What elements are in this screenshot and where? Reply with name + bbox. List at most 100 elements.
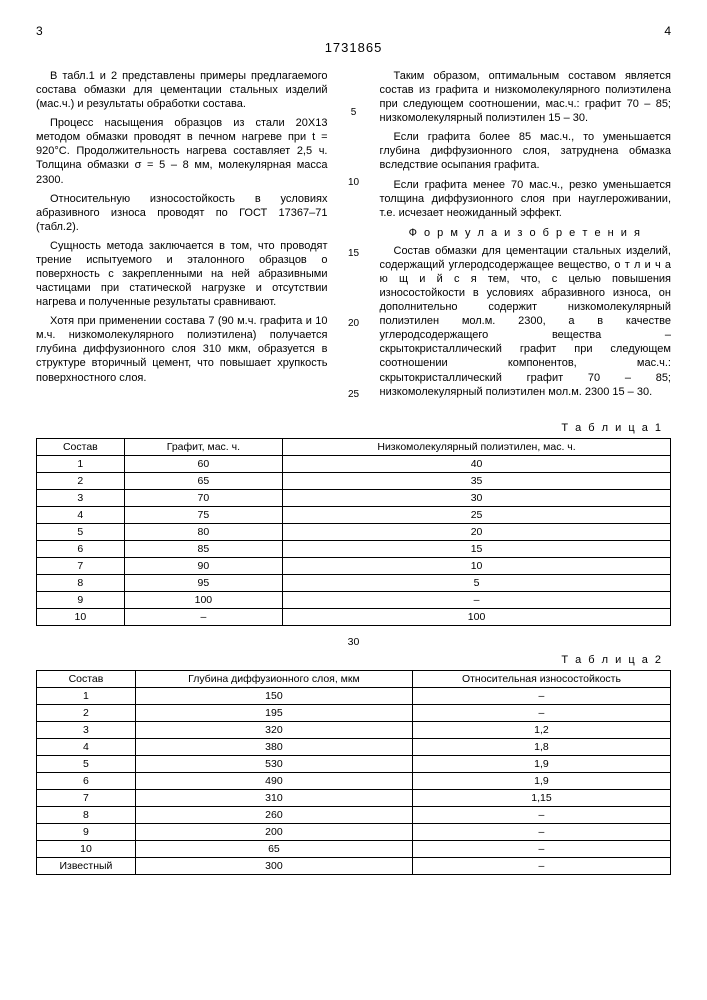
table2: Состав Глубина диффузионного слоя, мкм О… <box>36 670 671 875</box>
table1-header: Состав <box>37 438 125 455</box>
table-cell: 10 <box>37 608 125 625</box>
para: Если графита более 85 мас.ч., то уменьша… <box>380 130 672 172</box>
table-row: 43801,8 <box>37 738 671 755</box>
table-cell: 2 <box>37 704 136 721</box>
formula-title: Ф о р м у л а и з о б р е т е н и я <box>380 226 672 240</box>
table2-header: Относительная износостойкость <box>412 670 670 687</box>
table-cell: – <box>412 687 670 704</box>
table-cell: 20 <box>283 523 671 540</box>
para: Сущность метода заключается в том, что п… <box>36 239 328 309</box>
table1-header: Графит, мас. ч. <box>124 438 282 455</box>
table-cell: 6 <box>37 772 136 789</box>
table-cell: 70 <box>124 489 282 506</box>
table-cell: 1,15 <box>412 789 670 806</box>
line-markers: 5 10 15 20 25 <box>346 69 362 404</box>
table-cell: 40 <box>283 455 671 472</box>
table-cell: 5 <box>283 574 671 591</box>
page-numbers: 3 4 <box>36 24 671 38</box>
table-row: 37030 <box>37 489 671 506</box>
table1: Состав Графит, мас. ч. Низкомолекулярный… <box>36 438 671 626</box>
table-cell: 150 <box>135 687 412 704</box>
table-cell: 8 <box>37 806 136 823</box>
table-row: 16040 <box>37 455 671 472</box>
table-row: 8955 <box>37 574 671 591</box>
line-marker: 5 <box>346 107 362 118</box>
page-right: 4 <box>664 24 671 38</box>
table-cell: 10 <box>283 557 671 574</box>
table-cell: 60 <box>124 455 282 472</box>
table-cell: 3 <box>37 489 125 506</box>
para: Процесс насыщения образцов из стали 20Х1… <box>36 116 328 186</box>
table2-header: Глубина диффузионного слоя, мкм <box>135 670 412 687</box>
text-columns: В табл.1 и 2 представлены примеры предла… <box>36 69 671 404</box>
para: Хотя при применении состава 7 (90 м.ч. г… <box>36 314 328 384</box>
table-cell: 100 <box>124 591 282 608</box>
table-cell: 4 <box>37 506 125 523</box>
right-column: Таким образом, оптимальным составом явля… <box>380 69 672 404</box>
table-cell: 1 <box>37 455 125 472</box>
table-row: 33201,2 <box>37 721 671 738</box>
table2-label: Т а б л и ц а 2 <box>36 654 663 666</box>
table-cell: 260 <box>135 806 412 823</box>
table-cell: 530 <box>135 755 412 772</box>
table-cell: 490 <box>135 772 412 789</box>
table-cell: 195 <box>135 704 412 721</box>
table-cell: – <box>412 823 670 840</box>
table-cell: 7 <box>37 557 125 574</box>
table-row: Известный300– <box>37 857 671 874</box>
table-cell: 310 <box>135 789 412 806</box>
table-row: 55301,9 <box>37 755 671 772</box>
table-cell: 75 <box>124 506 282 523</box>
table-cell: 7 <box>37 789 136 806</box>
table-cell: 65 <box>135 840 412 857</box>
table-row: 1065– <box>37 840 671 857</box>
table-cell: 8 <box>37 574 125 591</box>
table-cell: Известный <box>37 857 136 874</box>
table-cell: 5 <box>37 755 136 772</box>
table-cell: – <box>412 704 670 721</box>
para: Таким образом, оптимальным составом явля… <box>380 69 672 125</box>
line-marker: 20 <box>346 318 362 329</box>
table-row: 68515 <box>37 540 671 557</box>
table-cell: 100 <box>283 608 671 625</box>
table-cell: 15 <box>283 540 671 557</box>
para: Если графита менее 70 мас.ч., резко умен… <box>380 178 672 220</box>
table-cell: 1,9 <box>412 772 670 789</box>
table-cell: 90 <box>124 557 282 574</box>
table-cell: 85 <box>124 540 282 557</box>
table-cell: 1,9 <box>412 755 670 772</box>
table-row: 79010 <box>37 557 671 574</box>
table-cell: 380 <box>135 738 412 755</box>
line-marker: 25 <box>346 389 362 400</box>
table2-header: Состав <box>37 670 136 687</box>
table-cell: 200 <box>135 823 412 840</box>
table-cell: – <box>124 608 282 625</box>
table-row: 2195– <box>37 704 671 721</box>
line-marker: 15 <box>346 248 362 259</box>
table-cell: 65 <box>124 472 282 489</box>
para: Относительную износостойкость в условиях… <box>36 192 328 234</box>
table-cell: 3 <box>37 721 136 738</box>
table-cell: – <box>412 840 670 857</box>
table-cell: 30 <box>283 489 671 506</box>
table-row: 26535 <box>37 472 671 489</box>
para: Состав обмазки для цементации стальных и… <box>380 244 672 399</box>
table-row: 10–100 <box>37 608 671 625</box>
table-cell: 6 <box>37 540 125 557</box>
table-cell: 9 <box>37 823 136 840</box>
table-cell: 1,2 <box>412 721 670 738</box>
table-row: 64901,9 <box>37 772 671 789</box>
table-cell: 4 <box>37 738 136 755</box>
table-cell: 10 <box>37 840 136 857</box>
table-cell: 35 <box>283 472 671 489</box>
table-row: 73101,15 <box>37 789 671 806</box>
table-row: 1150– <box>37 687 671 704</box>
table-cell: 2 <box>37 472 125 489</box>
table-cell: 1,8 <box>412 738 670 755</box>
table-cell: – <box>412 857 670 874</box>
table1-header: Низкомолекулярный полиэтилен, мас. ч. <box>283 438 671 455</box>
table-cell: – <box>283 591 671 608</box>
table-cell: – <box>412 806 670 823</box>
table-cell: 25 <box>283 506 671 523</box>
para: В табл.1 и 2 представлены примеры предла… <box>36 69 328 111</box>
